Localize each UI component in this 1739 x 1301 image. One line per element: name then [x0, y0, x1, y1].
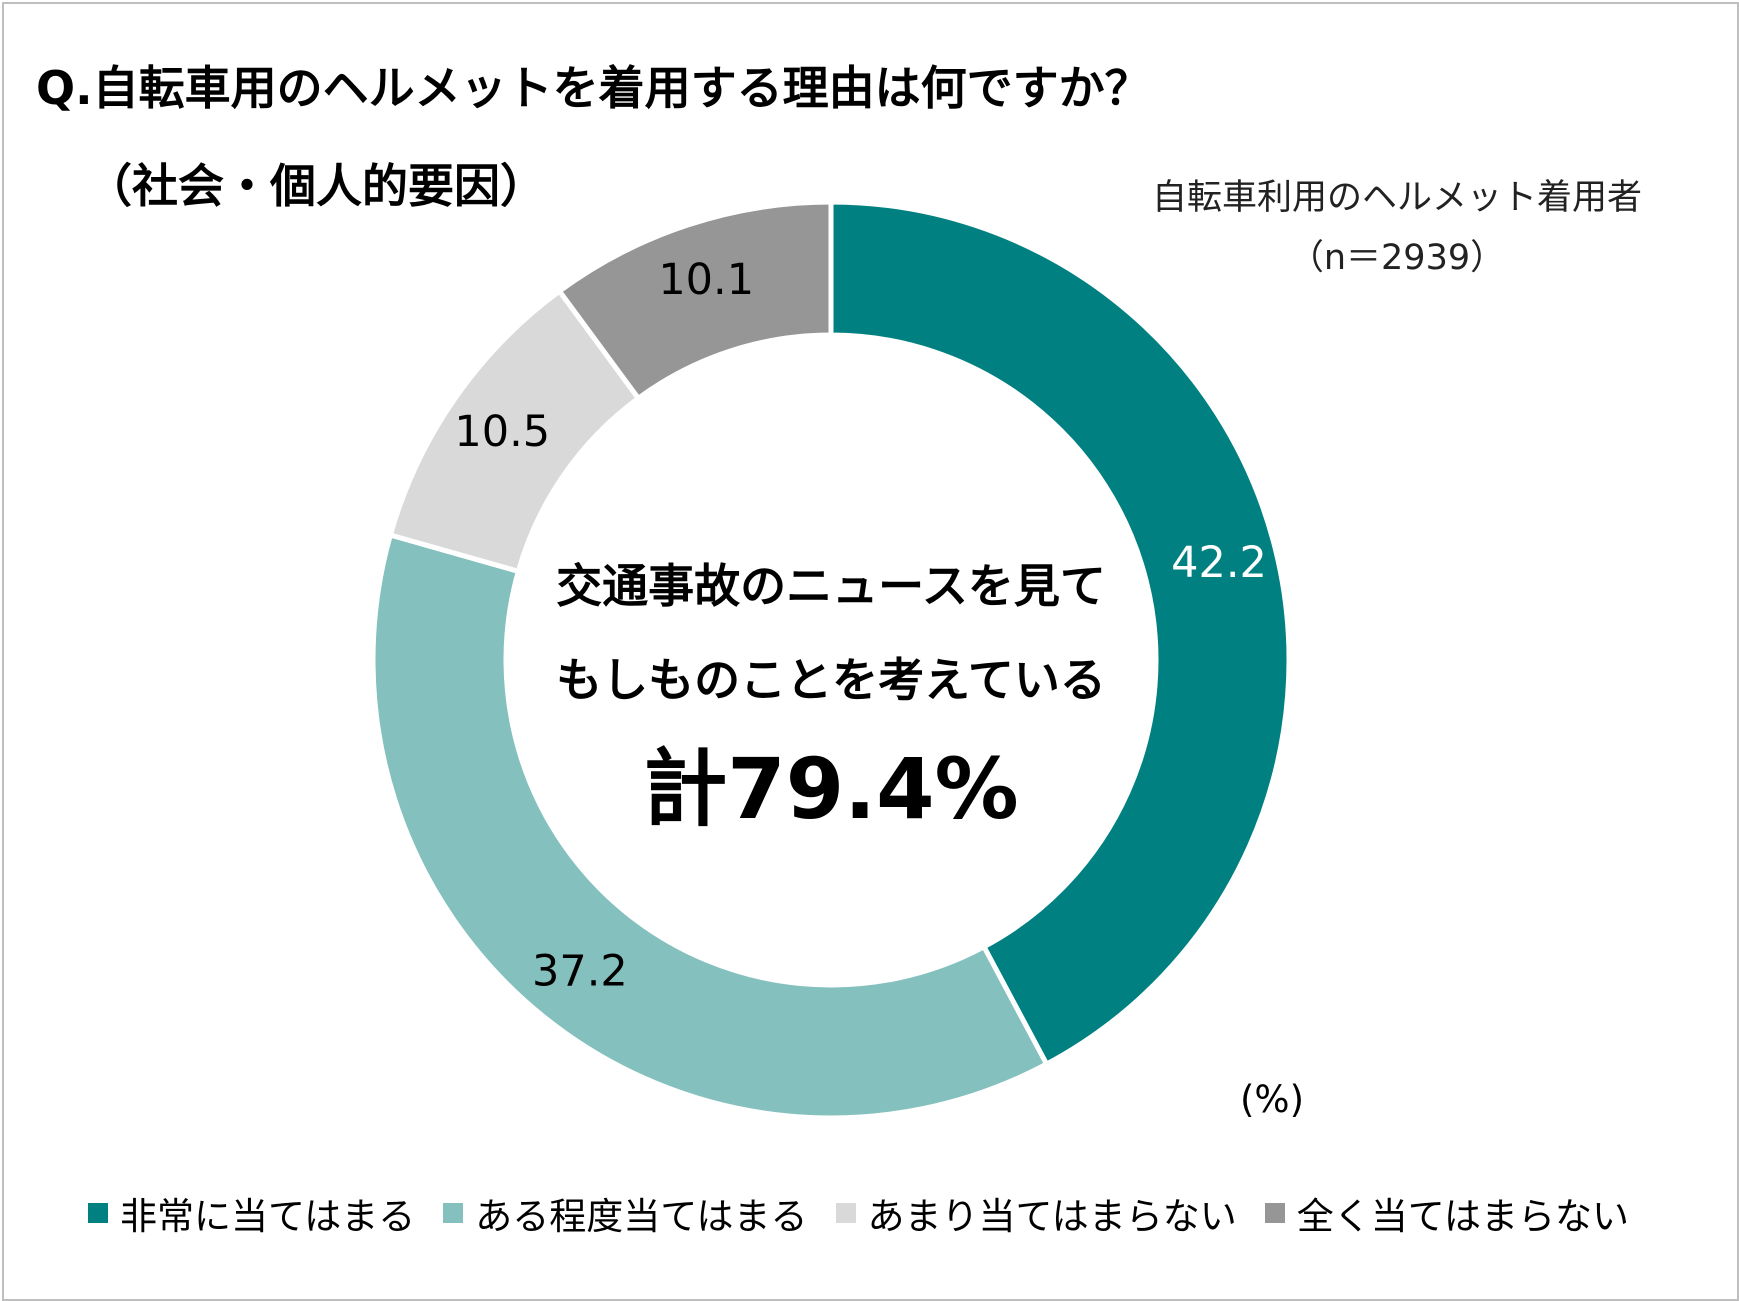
- legend: 非常に当てはまる ある程度当てはまる あまり当てはまらない 全く当てはまらない: [88, 1186, 1688, 1240]
- legend-label-0: 非常に当てはまる: [120, 1195, 416, 1238]
- donut-slice-labels: 42.2 37.2 10.5 10.1: [454, 255, 1266, 996]
- legend-swatch-2: [835, 1203, 856, 1223]
- legend-label-1: ある程度当てはまる: [475, 1195, 808, 1238]
- legend-swatch-1: [443, 1203, 464, 1223]
- center-text-line2: もしものことを考えている: [556, 653, 1106, 707]
- donut-slices: [370, 199, 1292, 1121]
- chart-title: Q.自転車用のヘルメットを着用する理由は何ですか？: [36, 61, 1151, 115]
- legend-item-1: ある程度当てはまる: [443, 1186, 808, 1240]
- slice-value-label-3: 10.1: [658, 255, 754, 305]
- sample-population: 自転車利用のヘルメット着用者: [1151, 178, 1642, 218]
- donut-slice-3: [555, 199, 834, 402]
- legend-item-0: 非常に当てはまる: [88, 1186, 415, 1240]
- sample-note: 自転車利用のヘルメット着用者 （n＝2939）: [1117, 168, 1677, 288]
- donut-slice-1: [370, 531, 1050, 1121]
- legend-swatch-0: [88, 1203, 108, 1223]
- sample-size: （n＝2939）: [1288, 238, 1506, 278]
- center-text-line1: 交通事故のニュースを見て: [556, 559, 1106, 613]
- center-total: 計79.4%: [643, 740, 1018, 838]
- slice-value-label-2: 10.5: [454, 407, 550, 457]
- unit-label: (%): [1240, 1078, 1305, 1121]
- legend-item-2: あまり当てはまらない: [835, 1186, 1237, 1240]
- slice-value-label-1: 37.2: [532, 946, 628, 996]
- slice-value-label-0: 42.2: [1171, 538, 1267, 588]
- legend-label-2: あまり当てはまらない: [867, 1195, 1237, 1238]
- legend-swatch-3: [1264, 1203, 1285, 1223]
- donut-slice-0: [828, 199, 1292, 1068]
- legend-label-3: 全く当てはまらない: [1296, 1195, 1630, 1238]
- legend-item-3: 全く当てはまらない: [1264, 1186, 1630, 1240]
- chart-subtitle: （社会・個人的要因）: [86, 159, 546, 213]
